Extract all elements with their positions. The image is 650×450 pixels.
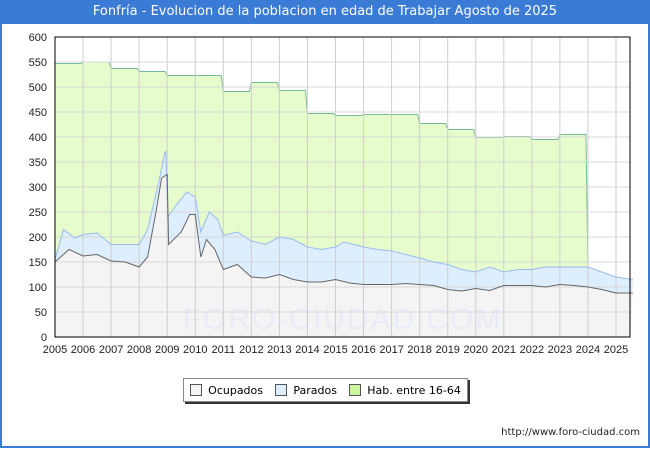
plot-border <box>54 36 631 338</box>
x-tick-label: 2020 <box>464 344 488 356</box>
y-tick-label: 450 <box>29 107 47 119</box>
y-tick-label: 150 <box>29 257 47 269</box>
chart-title: Fonfría - Evolucion de la poblacion en e… <box>0 0 650 24</box>
y-tick-label: 300 <box>29 182 47 194</box>
x-tick-label: 2012 <box>239 344 263 356</box>
legend-item-hab: Hab. entre 16-64 <box>349 384 461 397</box>
legend-label: Parados <box>293 383 337 397</box>
x-tick-label: 2007 <box>99 344 123 356</box>
parados-line <box>54 150 633 280</box>
y-tick-label: 600 <box>29 32 47 44</box>
ocupados-line <box>54 173 633 294</box>
x-tick-label: 2021 <box>492 344 516 356</box>
x-tick-label: 2013 <box>267 344 291 356</box>
y-tick-label: 200 <box>29 232 47 244</box>
legend-item-parados: Parados <box>275 384 337 397</box>
x-tick-label: 2025 <box>604 344 628 356</box>
x-tick-label: 2016 <box>351 344 375 356</box>
x-tick-label: 2018 <box>407 344 431 356</box>
x-tick-label: 2009 <box>155 344 179 356</box>
ocupados-area <box>55 174 633 337</box>
x-tick-label: 2011 <box>211 344 235 356</box>
watermark: FORO-CIUDAD.COM <box>183 303 503 336</box>
x-tick-label: 2023 <box>548 344 572 356</box>
y-tick-label: 250 <box>29 207 47 219</box>
y-tick-label: 0 <box>41 332 47 344</box>
legend-label: Ocupados <box>208 383 264 397</box>
x-tick-label: 2022 <box>520 344 544 356</box>
x-tick-label: 2015 <box>323 344 347 356</box>
legend-swatch-ocupados <box>190 384 203 396</box>
y-tick-label: 50 <box>35 307 47 319</box>
legend-item-ocupados: Ocupados <box>190 384 263 397</box>
y-tick-label: 400 <box>29 132 47 144</box>
x-tick-label: 2017 <box>379 344 403 356</box>
x-tick-label: 2014 <box>295 344 319 356</box>
legend: Ocupados Parados Hab. entre 16-64 <box>183 378 468 402</box>
y-tick-label: 550 <box>29 57 47 69</box>
y-tick-label: 100 <box>29 282 47 294</box>
source-url: http://www.foro-ciudad.com <box>501 427 640 438</box>
x-tick-label: 2006 <box>71 344 95 356</box>
x-tick-label: 2024 <box>576 344 600 356</box>
legend-label: Hab. entre 16-64 <box>367 383 461 397</box>
legend-swatch-parados <box>275 384 288 396</box>
x-tick-label: 2005 <box>43 344 67 356</box>
x-tick-label: 2010 <box>183 344 207 356</box>
x-tick-label: 2008 <box>127 344 151 356</box>
y-tick-label: 500 <box>29 82 47 94</box>
legend-swatch-hab <box>349 384 362 396</box>
y-tick-label: 350 <box>29 157 47 169</box>
x-tick-label: 2019 <box>435 344 459 356</box>
